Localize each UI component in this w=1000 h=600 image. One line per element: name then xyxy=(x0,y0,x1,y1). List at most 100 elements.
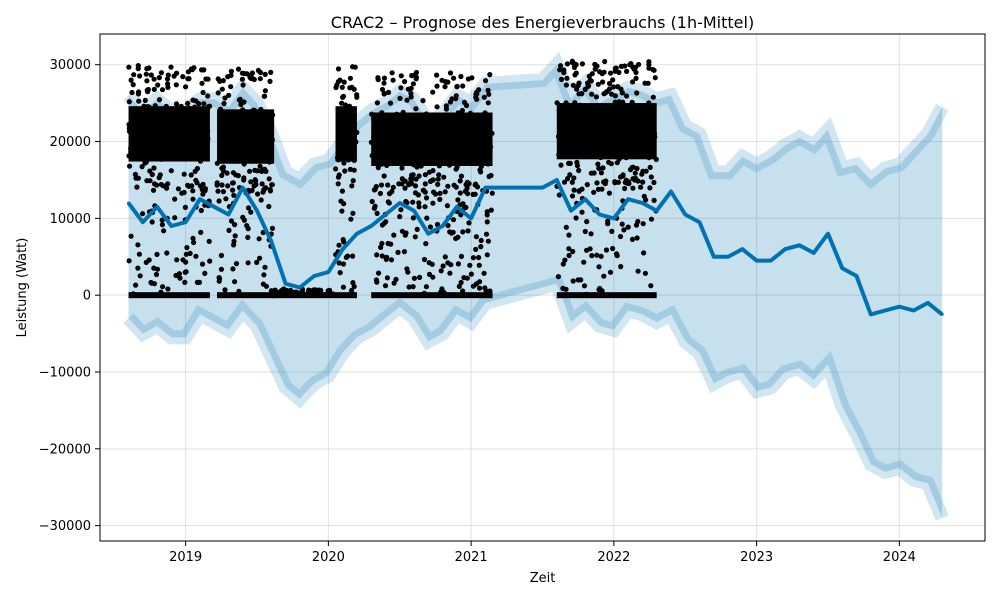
observation-point xyxy=(563,82,570,88)
forecast-point xyxy=(426,232,430,236)
observation-point xyxy=(410,215,416,221)
observation-point xyxy=(622,185,628,192)
observation-point xyxy=(646,65,652,71)
observation-point xyxy=(377,120,383,126)
observation-point xyxy=(618,63,625,69)
observation-point xyxy=(485,161,491,167)
observation-point xyxy=(140,211,146,217)
observation-point xyxy=(232,143,239,149)
observation-point xyxy=(484,252,490,258)
observation-point xyxy=(459,107,465,114)
observation-point xyxy=(241,217,247,223)
observation-point xyxy=(439,133,445,139)
observation-point xyxy=(261,272,267,278)
observation-point xyxy=(408,176,414,182)
observation-point xyxy=(567,125,573,131)
forecast-point xyxy=(783,247,787,251)
observation-point xyxy=(646,100,652,106)
observation-point xyxy=(171,73,177,79)
observation-point xyxy=(599,186,605,192)
observation-point xyxy=(438,158,444,164)
observation-point xyxy=(399,181,405,187)
observation-point xyxy=(573,144,579,150)
observation-point xyxy=(571,175,577,181)
observation-point xyxy=(381,80,387,86)
observation-point xyxy=(159,87,166,93)
observation-point xyxy=(316,287,322,293)
observation-point xyxy=(164,250,170,256)
observation-point xyxy=(566,232,572,238)
forecast-point xyxy=(469,216,473,220)
forecast-point xyxy=(269,239,273,243)
observation-point xyxy=(422,181,428,187)
observation-point xyxy=(559,126,565,132)
observation-point xyxy=(612,180,618,186)
observation-point xyxy=(284,287,290,293)
observation-point xyxy=(485,100,491,106)
observation-point xyxy=(236,288,242,294)
forecast-point xyxy=(341,247,345,251)
observation-point xyxy=(561,67,567,73)
observation-point xyxy=(219,138,225,144)
observation-point xyxy=(475,141,481,147)
observation-point xyxy=(184,245,190,251)
observation-point xyxy=(351,167,357,173)
forecast-point xyxy=(455,205,459,209)
observation-point xyxy=(555,274,562,280)
forecast-point xyxy=(155,205,159,209)
observation-point xyxy=(199,80,205,86)
observation-point xyxy=(159,217,165,223)
observation-point xyxy=(398,207,404,213)
observation-point xyxy=(412,183,419,189)
observation-point xyxy=(608,109,614,115)
observation-point xyxy=(485,87,491,93)
observation-point xyxy=(257,255,263,261)
observation-point xyxy=(620,173,626,179)
observation-point xyxy=(216,198,222,204)
observation-point xyxy=(139,164,145,170)
observation-point xyxy=(462,188,468,194)
observation-point xyxy=(640,144,646,150)
observation-point xyxy=(231,242,237,248)
observation-point xyxy=(598,170,605,176)
observation-point xyxy=(476,262,482,268)
observation-point xyxy=(190,97,196,103)
observation-point xyxy=(178,103,184,109)
forecast-point xyxy=(598,213,602,216)
observation-point xyxy=(266,176,272,182)
observation-point xyxy=(126,64,132,70)
observation-point xyxy=(447,270,453,276)
observation-point xyxy=(354,92,360,98)
observation-point xyxy=(156,97,163,103)
observation-point xyxy=(253,178,259,184)
observation-point xyxy=(641,151,647,157)
observation-point xyxy=(596,165,602,171)
observation-point xyxy=(570,109,576,115)
observation-point xyxy=(467,146,473,153)
observation-point xyxy=(465,76,471,82)
observation-point xyxy=(641,250,647,256)
observation-point xyxy=(191,239,197,246)
observation-point xyxy=(385,182,391,188)
observation-point xyxy=(588,231,594,237)
observation-point xyxy=(570,248,576,255)
observation-point xyxy=(372,186,378,193)
observation-point xyxy=(635,268,641,274)
observation-point xyxy=(635,218,641,225)
observation-point xyxy=(173,82,179,88)
observation-point xyxy=(340,261,347,267)
observation-point xyxy=(554,100,560,106)
observation-point xyxy=(476,156,482,162)
observation-point xyxy=(127,163,133,169)
observation-point xyxy=(248,209,254,215)
observation-point xyxy=(249,75,255,81)
observation-point xyxy=(340,284,346,290)
observation-point xyxy=(259,127,265,133)
observation-point xyxy=(489,130,495,136)
observation-point xyxy=(429,149,435,155)
observation-point xyxy=(447,229,453,235)
observation-point xyxy=(577,102,583,108)
observation-point xyxy=(379,240,385,247)
observation-point xyxy=(647,185,653,191)
observation-point xyxy=(624,68,630,74)
